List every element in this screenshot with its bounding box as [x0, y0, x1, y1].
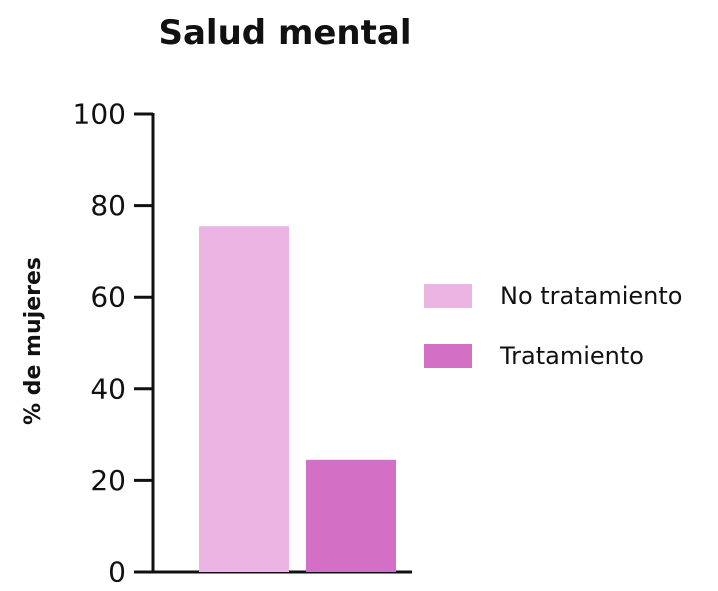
bars [199, 226, 396, 572]
legend: No tratamiento Tratamiento [424, 282, 682, 370]
y-tick-label: 100 [73, 98, 126, 131]
y-tick-label: 0 [108, 556, 126, 589]
legend-swatch [424, 344, 472, 368]
bar-tratamiento [306, 459, 396, 572]
chart-title: Salud mental [158, 13, 411, 53]
legend-swatch [424, 284, 472, 308]
y-tick-label: 60 [90, 281, 126, 314]
bar-no-tratamiento [199, 226, 289, 572]
y-tick-label: 20 [90, 464, 126, 497]
y-tick-label: 40 [90, 372, 126, 405]
legend-label: No tratamiento [500, 282, 682, 310]
y-tick-label: 80 [90, 189, 126, 222]
legend-label: Tratamiento [499, 342, 644, 370]
y-axis-label: % de mujeres [21, 257, 46, 425]
y-axis-ticks: 0 20 40 60 80 100 [73, 98, 153, 589]
